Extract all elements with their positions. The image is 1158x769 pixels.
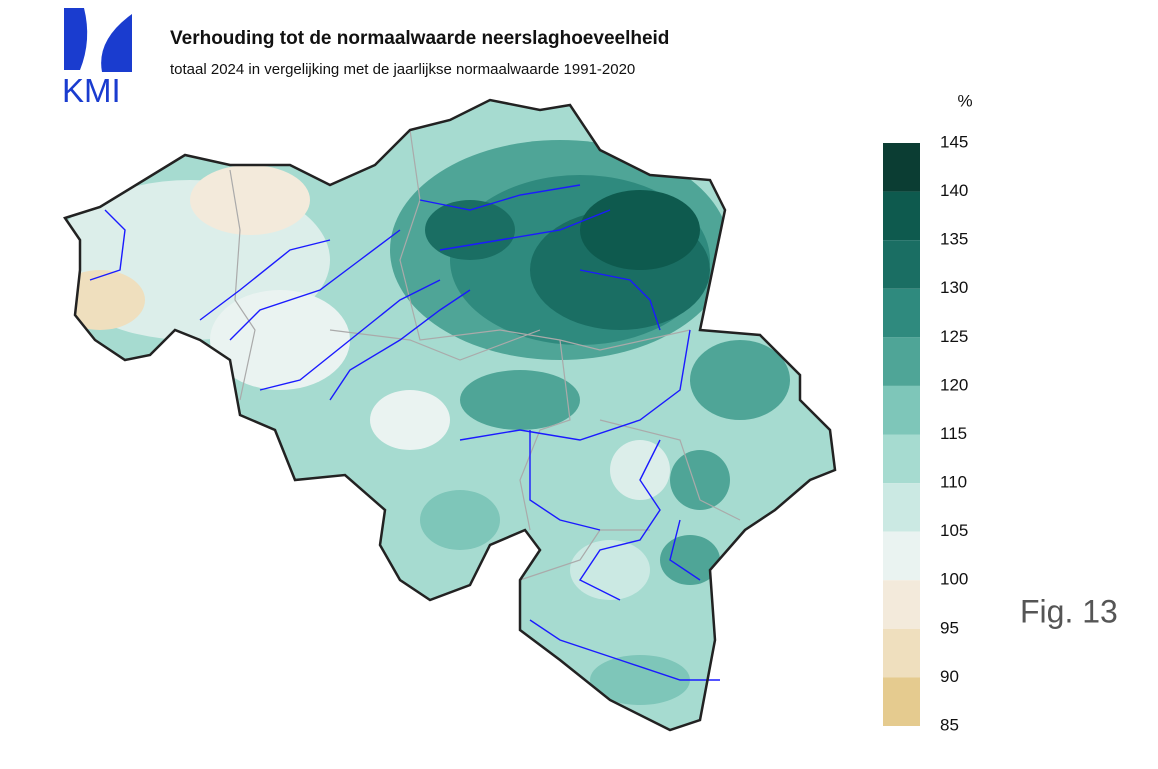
legend-swatch [883,143,920,192]
figure-caption: Fig. 13 [1020,593,1118,629]
legend-tick-label: 105 [940,521,968,540]
legend-tick-label: 100 [940,570,968,589]
legend-swatch [883,385,920,435]
legend-tick-label: 110 [940,473,967,492]
rivers [89,184,720,681]
logo: KMI [62,8,132,109]
legend-swatch [883,677,920,726]
logo-text: KMI [62,72,121,109]
legend-swatch [883,531,920,581]
legend: 145 140 135 130 125 120 115 110 105 100 95 90 85 [883,132,968,734]
legend-tick-label: 145 [940,132,968,151]
legend-tick-label: 125 [940,327,968,346]
legend-unit: % [957,91,972,110]
legend-tick-label: 130 [940,278,968,297]
subtitle: totaal 2024 in vergelijking met de jaarl… [170,61,635,78]
legend-swatch [883,434,920,484]
legend-tick-label: 85 [940,715,959,734]
legend-tick-label: 120 [940,375,968,394]
legend-tick-label: 95 [940,618,959,637]
legend-swatch [883,288,920,338]
legend-tick-label: 115 [940,424,967,443]
legend-tick-label: 135 [940,230,968,249]
precipitation-map [65,100,835,730]
legend-swatch [883,191,920,241]
title: Verhouding tot de normaalwaarde neerslag… [170,28,669,49]
legend-swatch [883,580,920,629]
legend-swatch [883,483,920,532]
legend-swatch [883,628,920,678]
legend-swatch [883,240,920,289]
province-borders [229,129,741,581]
legend-tick-label: 140 [940,181,968,200]
legend-tick-label: 90 [940,667,959,686]
legend-swatch [883,337,920,386]
